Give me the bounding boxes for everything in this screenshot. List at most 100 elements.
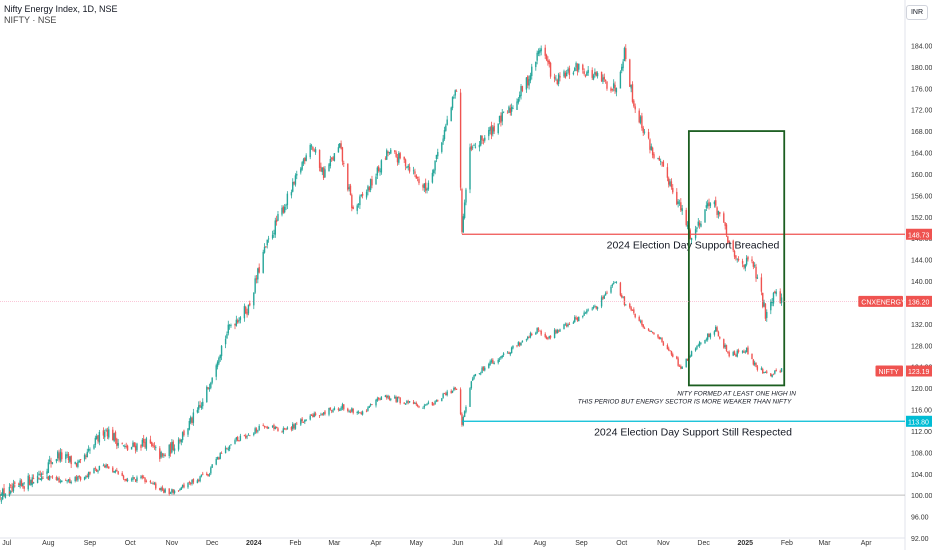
energy-candle — [540, 48, 542, 52]
energy-candle — [97, 435, 99, 442]
energy-candle — [67, 453, 70, 461]
energy-candle — [304, 157, 306, 162]
nifty-candle — [539, 330, 541, 332]
y-tick-label: 156.00 — [911, 193, 932, 200]
nifty-candle — [365, 410, 368, 412]
energy-candle — [716, 207, 718, 215]
y-tick-label: 176.00 — [911, 86, 932, 93]
nifty-candle — [545, 336, 548, 339]
y-tick-label: 168.00 — [911, 129, 932, 136]
nifty-candle — [704, 339, 706, 344]
x-tick-label: Dec — [697, 540, 710, 547]
nifty-candle — [578, 316, 580, 322]
energy-candle — [332, 157, 334, 161]
nifty-candle — [697, 345, 699, 347]
energy-candle — [38, 473, 40, 476]
nifty-candle — [451, 390, 454, 393]
nifty-candle — [343, 404, 345, 410]
nifty-candle — [775, 369, 777, 372]
nifty-candle — [446, 391, 448, 396]
nifty-candle — [431, 401, 434, 406]
nifty-candle — [329, 407, 332, 410]
nifty-candle — [97, 470, 99, 472]
nifty-candle — [78, 476, 80, 477]
energy-candle — [662, 161, 665, 167]
nifty-candle — [302, 422, 305, 423]
energy-candle — [245, 306, 247, 314]
nifty-candle — [387, 395, 389, 398]
nifty-candle — [181, 484, 184, 488]
energy-candle — [40, 473, 43, 476]
energy-candle — [376, 167, 379, 176]
nifty-candle — [709, 333, 712, 338]
nifty-candle — [333, 407, 336, 410]
currency-button[interactable]: INR — [906, 5, 928, 20]
nifty-candle — [553, 329, 556, 338]
nifty-candle — [403, 402, 405, 404]
nifty-candle — [168, 488, 170, 494]
nifty-candle — [518, 342, 521, 346]
nifty-candle — [330, 410, 333, 412]
nifty-candle — [594, 305, 596, 307]
energy-candle — [234, 324, 236, 326]
energy-candle — [265, 246, 267, 248]
nifty-candle — [724, 345, 726, 348]
nifty-candle — [733, 351, 736, 355]
nifty-candle — [548, 336, 550, 339]
nifty-candle — [290, 427, 293, 430]
x-tick-label: Dec — [206, 540, 219, 547]
energy-candle — [365, 191, 368, 198]
nifty-candle — [164, 489, 166, 493]
nifty-candle — [700, 342, 702, 344]
nifty-candle — [529, 333, 532, 338]
energy-candle — [324, 169, 326, 178]
nifty-candle — [216, 456, 219, 460]
energy-candle — [529, 75, 532, 81]
energy-candle — [549, 62, 552, 77]
nifty-candle — [488, 364, 490, 368]
energy-candle — [352, 206, 354, 210]
energy-candle — [79, 459, 82, 460]
energy-candle — [286, 193, 289, 206]
nifty-candle — [141, 475, 144, 478]
energy-candle — [263, 246, 266, 253]
energy-candle — [151, 441, 153, 446]
nifty-candle — [31, 480, 33, 483]
energy-candle — [0, 500, 3, 502]
energy-candle — [517, 98, 520, 103]
nifty-candle — [352, 408, 354, 413]
nifty-candle — [360, 412, 362, 414]
energy-candle — [651, 147, 654, 156]
nifty-candle — [713, 331, 716, 335]
energy-candle — [89, 449, 91, 451]
energy-candle — [116, 438, 118, 446]
x-tick-label: Oct — [125, 540, 136, 547]
nifty-candle — [20, 483, 23, 486]
nifty-candle — [340, 407, 342, 410]
energy-candle — [340, 143, 342, 149]
energy-candle — [565, 72, 568, 77]
energy-candle — [548, 60, 550, 64]
energy-candle — [594, 72, 596, 75]
energy-candle — [113, 433, 115, 442]
x-tick-label: Jul — [2, 540, 11, 547]
nifty-candle — [282, 428, 285, 433]
energy-candle — [196, 409, 199, 413]
energy-candle — [387, 151, 389, 154]
energy-candle — [596, 73, 599, 77]
nifty-candle — [38, 477, 40, 480]
nifty-candle — [619, 282, 622, 296]
nifty-candle — [324, 411, 326, 415]
energy-candle — [602, 77, 604, 82]
nifty-candle — [576, 317, 579, 321]
energy-candle — [3, 488, 5, 497]
energy-candle — [743, 264, 745, 267]
nifty-candle — [262, 425, 264, 426]
y-tick-label: 116.00 — [911, 408, 932, 415]
energy-candle — [647, 132, 650, 139]
nifty-candle — [19, 484, 21, 486]
nifty-candle — [104, 465, 106, 468]
energy-candle — [46, 471, 48, 475]
energy-candle — [414, 171, 416, 174]
